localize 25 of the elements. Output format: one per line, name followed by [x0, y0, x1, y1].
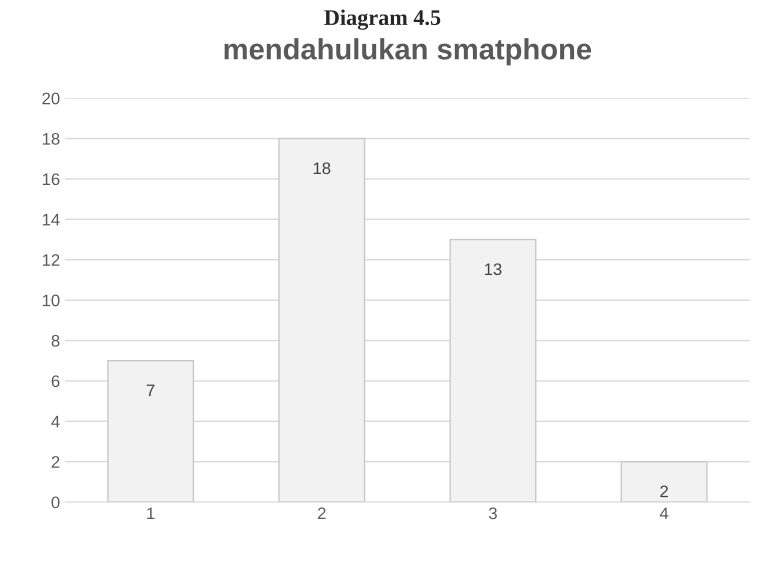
data-label: 13: [484, 263, 502, 276]
y-tick-label: 12: [42, 254, 60, 266]
bar: [278, 138, 366, 502]
x-tick-label: 2: [318, 507, 326, 520]
y-tick-label: 6: [52, 375, 60, 388]
data-label: 7: [146, 384, 154, 396]
y-tick-label: 0: [52, 496, 60, 508]
y-tick-label: 20: [42, 92, 60, 104]
y-tick-label: 4: [51, 416, 60, 428]
bar: [107, 360, 194, 502]
bar: [449, 238, 536, 502]
data-label: 2: [660, 485, 668, 498]
y-tick-label: 8: [52, 334, 60, 347]
bar: [620, 461, 708, 502]
y-tick-label: 18: [42, 132, 60, 145]
text: Diagram 4.5: [324, 9, 440, 30]
x-tick-label: 4: [660, 508, 668, 520]
x-tick-label: 1: [147, 508, 154, 520]
chart-title: mendahulukan smatphone: [224, 38, 592, 66]
y-tick-label: 2: [52, 456, 60, 468]
data-label: 18: [314, 162, 330, 174]
y-tick-label: 10: [42, 294, 60, 306]
y-tick-label: 16: [42, 173, 60, 186]
y-tick-label: 14: [42, 214, 60, 226]
x-tick-label: 3: [488, 507, 497, 520]
